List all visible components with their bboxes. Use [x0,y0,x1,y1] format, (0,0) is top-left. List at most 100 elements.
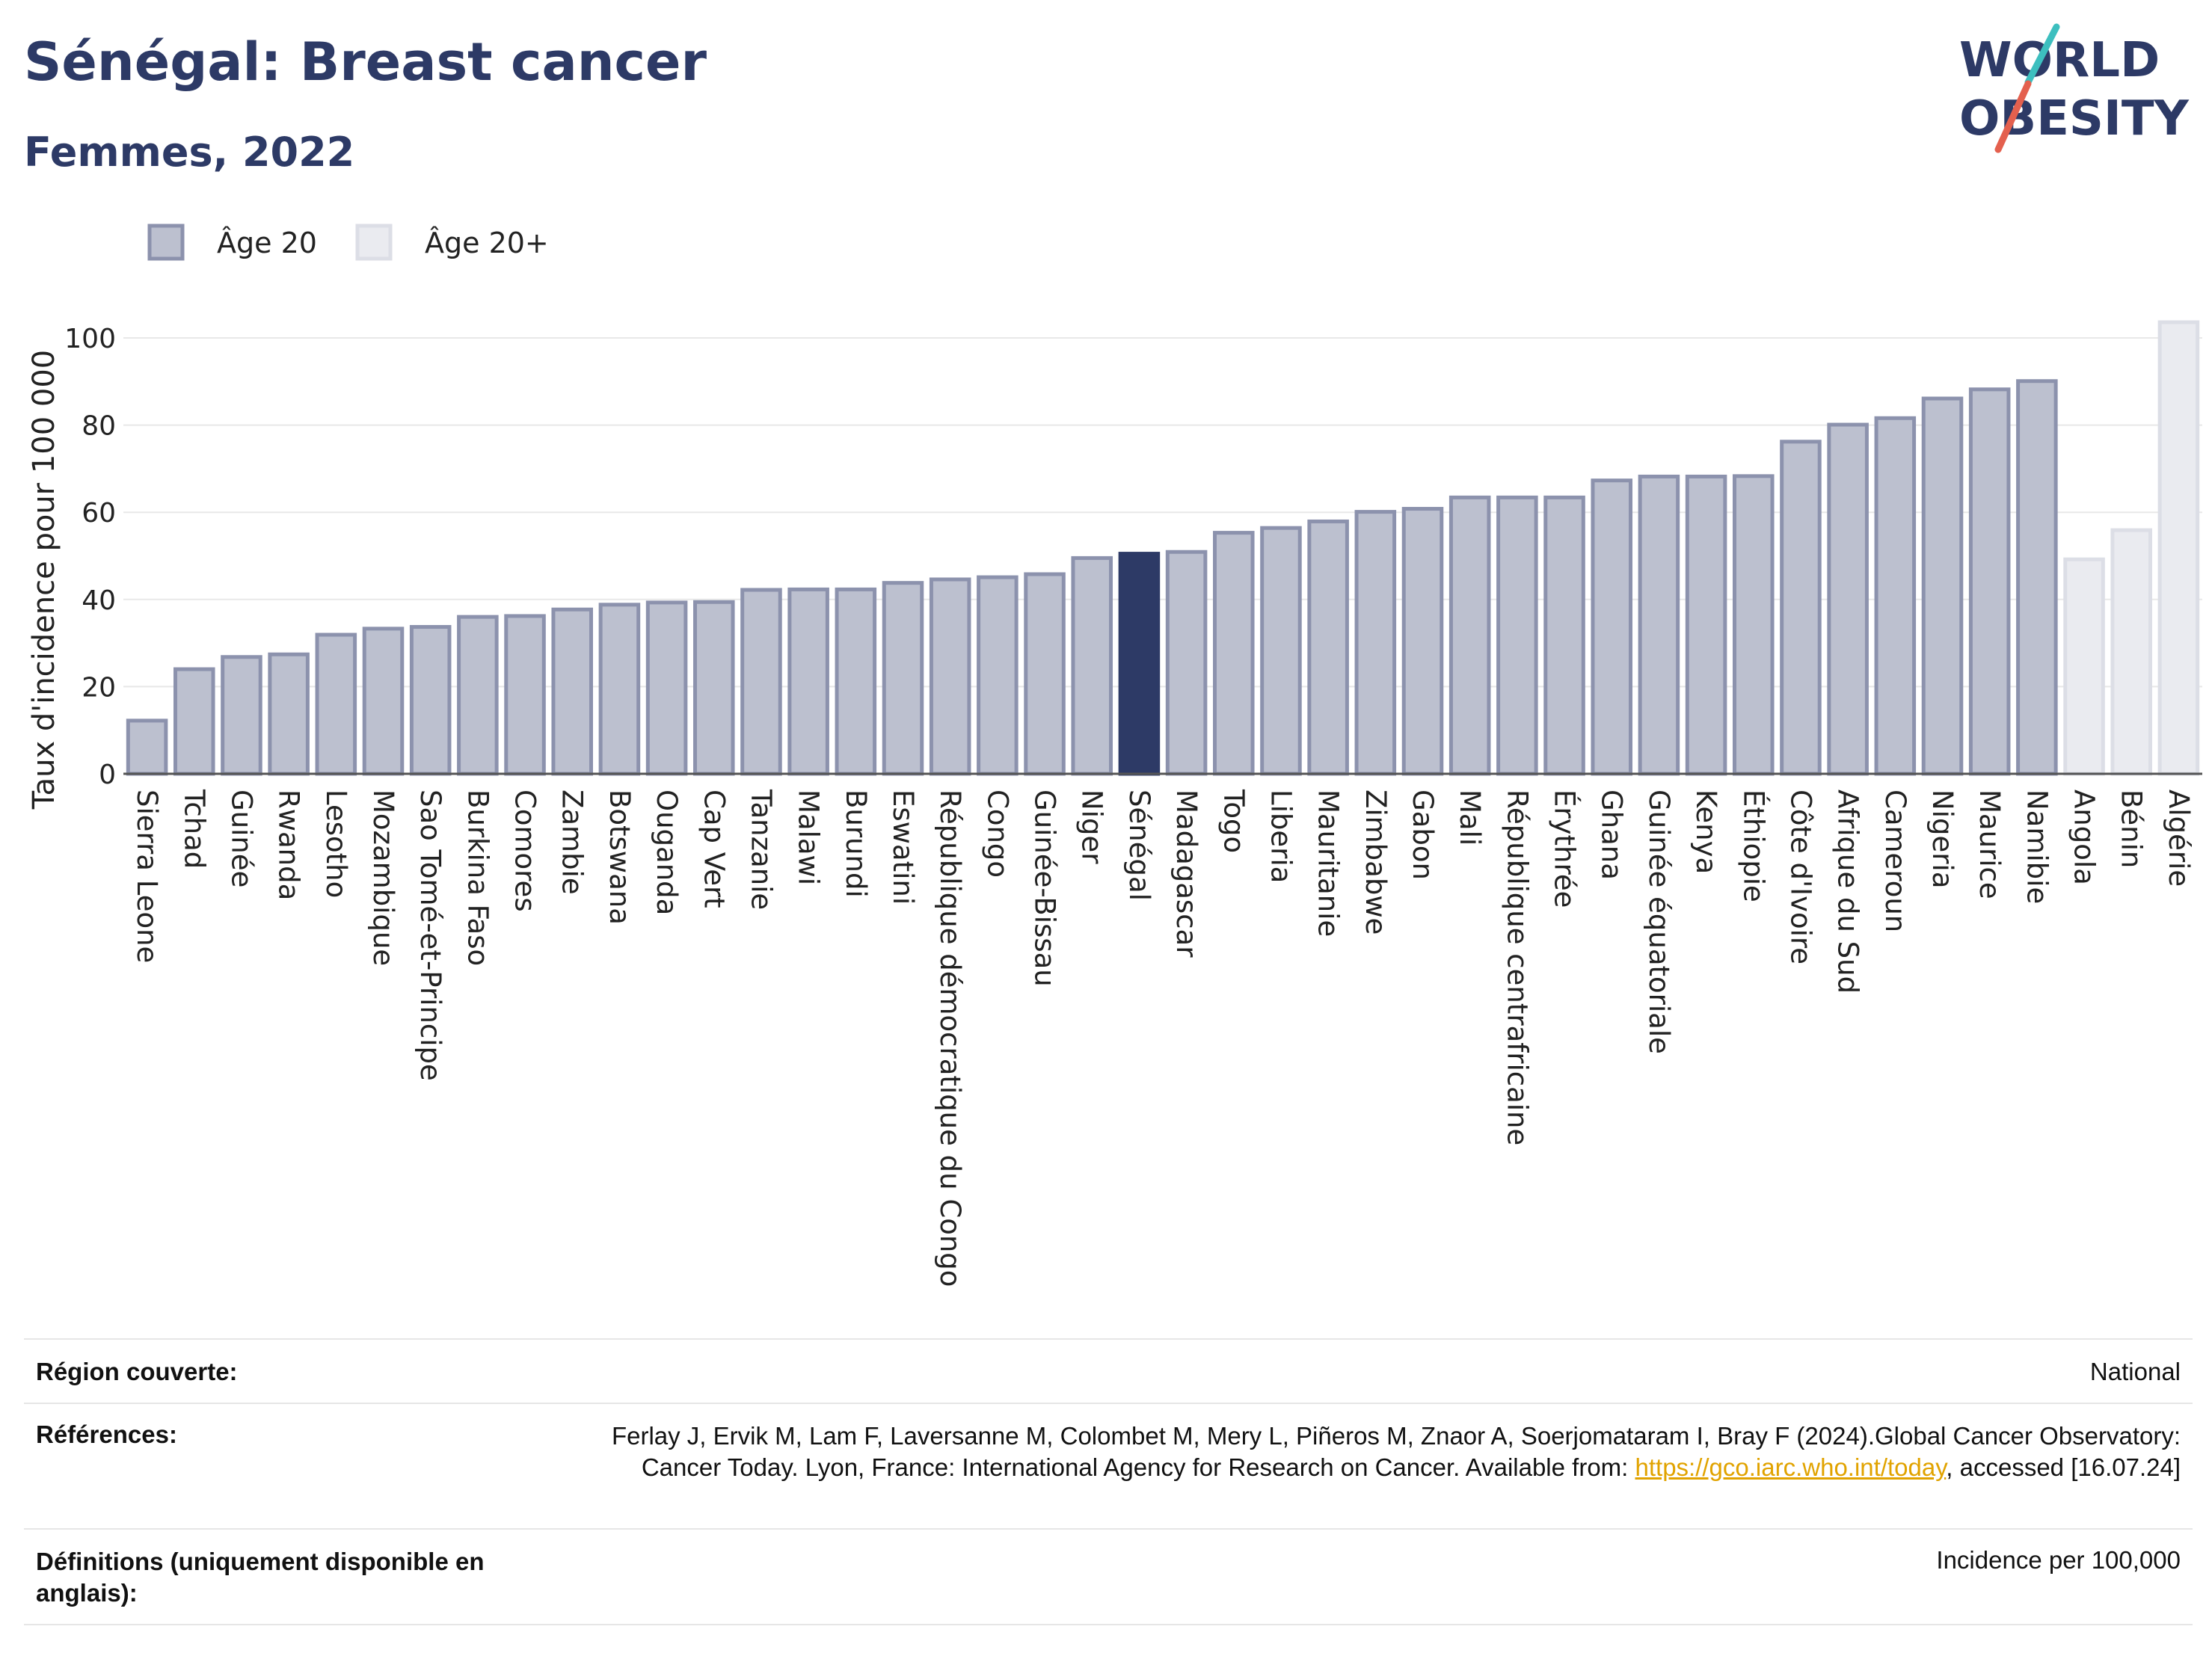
region-row: Région couverte: National [24,1338,2193,1403]
info-table: Région couverte: National Références: Fe… [24,1338,2193,1625]
y-tick-label-60: 60 [82,498,116,529]
x-tick-label-7: Burkina Faso [461,789,494,966]
x-tick-label-17: République démocratique du Congo [934,789,966,1287]
legend-swatch-0 [147,224,185,261]
bar-22 [1165,550,1208,776]
x-tick-label-36: Afrique du Sud [1832,789,1864,994]
y-tick-label-0: 0 [99,760,116,790]
x-tick-label-3: Rwanda [273,789,305,900]
bar-5 [362,627,405,776]
bar-0 [126,718,168,776]
x-tick-label-30: Érythrée [1549,789,1582,908]
x-tick-label-23: Togo [1217,789,1250,853]
x-tick-label-22: Madagascar [1170,789,1202,958]
bar-10 [598,603,641,776]
x-tick-label-15: Burundi [840,789,872,898]
references-row: Références: Ferlay J, Ervik M, Lam F, La… [24,1403,2193,1528]
legend-label-0: Âge 20 [217,227,317,259]
bar-25 [1307,519,1349,776]
y-tick-label-80: 80 [82,411,116,442]
x-tick-label-19: Guinée-Bissau [1029,789,1061,987]
bar-6 [409,625,452,776]
x-tick-label-28: Mali [1454,789,1486,846]
x-tick-label-38: Nigeria [1926,789,1958,888]
x-tick-label-25: Mauritanie [1312,789,1345,937]
world-obesity-logo: WORLD OBESITY [1959,23,2189,153]
bar-24 [1260,526,1302,776]
bar-30 [1543,495,1585,776]
x-tick-label-13: Tanzanie [745,789,777,910]
bar-12 [693,600,735,776]
x-tick-label-35: Côte d'Ivoire [1784,789,1816,964]
y-axis: 0 20 40 60 80 100 [64,324,116,790]
x-tick-label-40: Namibie [2021,789,2053,904]
x-tick-label-41: Angola [2068,789,2101,885]
legend-swatch-1 [355,224,393,261]
logo-slash-teal [2024,23,2060,86]
x-tick-label-6: Sao Tomé-et-Principe [414,789,446,1081]
x-tick-label-11: Ouganda [651,789,683,915]
bar-3 [268,652,310,776]
x-tick-label-9: Zambie [556,789,589,895]
bar-7 [457,615,499,776]
legend: Âge 20 Âge 20+ [147,224,549,261]
bar-35 [1780,440,1822,776]
logo-line2: OBESITY [1959,91,2189,147]
bar-40 [2016,379,2058,776]
y-tick-label-100: 100 [64,324,116,354]
bar-36 [1827,422,1869,776]
x-tick-label-26: Zimbabwe [1360,789,1392,935]
bar-29 [1496,495,1538,776]
x-tick-label-27: Gabon [1407,789,1439,880]
bar-20 [1071,555,1113,776]
references-text: Ferlay J, Ervik M, Lam F, Laversanne M, … [611,1422,2181,1481]
x-tick-label-4: Lesotho [320,789,352,898]
bar-21 [1118,552,1161,776]
x-tick-label-12: Cap Vert [698,789,730,908]
references-link[interactable]: https://gco.iarc.who.int/today [1635,1453,1947,1481]
bar-32 [1638,474,1680,776]
bar-16 [882,581,924,776]
x-tick-label-21: Sénégal [1123,789,1155,901]
bar-28 [1448,495,1491,776]
bar-33 [1685,474,1727,776]
bar-chart: Âge 20 Âge 20+ 0 20 40 60 80 100 Taux d'incide… [27,224,2202,1287]
x-tick-label-24: Liberia [1265,789,1297,883]
region-value: National [2089,1358,2181,1385]
bar-13 [740,588,782,776]
bar-41 [2063,557,2105,776]
y-tick-label-20: 20 [82,672,116,703]
x-tick-label-16: Eswatini [887,789,919,905]
bar-1 [173,667,215,776]
x-tick-label-10: Botswana [603,789,636,925]
x-tick-label-32: Guinée équatoriale [1643,789,1675,1054]
references-accessed: , accessed [16.07.24] [1946,1453,2181,1481]
bar-17 [929,577,971,776]
x-tick-label-1: Tchad [178,789,210,869]
logo-slash-coral [1994,80,2032,153]
chart-subtitle: Femmes, 2022 [24,129,355,176]
x-tick-label-18: Congo [981,789,1013,878]
x-tick-label-34: Éthiopie [1737,789,1770,902]
definitions-label: Définitions (uniquement disponible en an… [36,1548,485,1607]
x-tick-label-31: Ghana [1596,789,1628,880]
bar-23 [1213,531,1255,776]
bar-31 [1591,478,1633,776]
definitions-row: Définitions (uniquement disponible en an… [24,1528,2193,1625]
bar-8 [504,614,546,776]
bars [126,320,2200,776]
x-tick-label-37: Cameroun [1879,789,1911,932]
x-tick-label-5: Mozambique [367,789,399,966]
legend-label-1: Âge 20+ [425,227,549,259]
x-tick-label-29: République centrafricaine [1501,789,1533,1145]
x-tick-label-2: Guinée [225,789,257,887]
region-label: Région couverte: [36,1358,238,1385]
x-tick-label-42: Bénin [2116,789,2148,868]
chart-title: Sénégal: Breast cancer [24,31,707,93]
y-tick-label-40: 40 [82,585,116,616]
x-tick-label-43: Algérie [2163,789,2195,887]
bar-4 [315,632,357,776]
x-tick-label-0: Sierra Leone [131,789,163,963]
bar-11 [645,600,688,776]
x-tick-label-39: Maurice [1973,789,2006,899]
